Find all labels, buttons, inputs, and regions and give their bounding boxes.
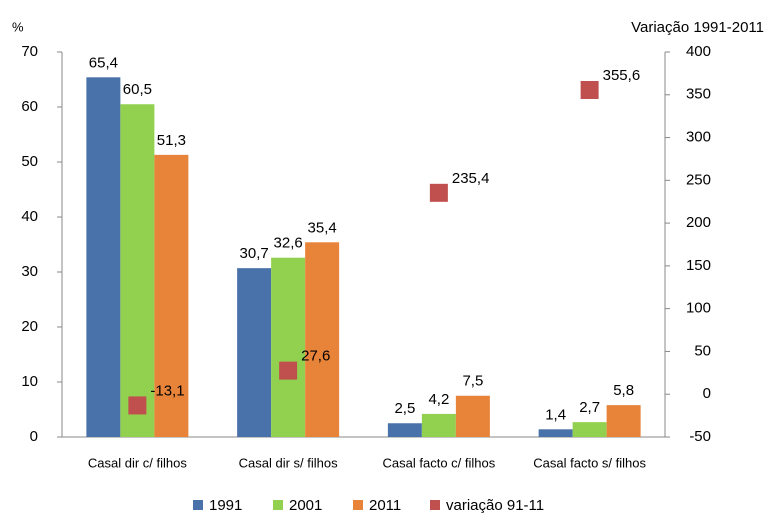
bar xyxy=(387,423,422,437)
legend-label: 2001 xyxy=(289,497,322,514)
y2-tick-label: 150 xyxy=(686,257,711,274)
scatter-value-label: 355,6 xyxy=(603,67,641,84)
y-tick-label: 60 xyxy=(21,98,38,115)
y2-tick-label: -50 xyxy=(689,428,711,445)
bar-value-label: 4,2 xyxy=(428,391,449,408)
bar xyxy=(237,268,272,437)
legend-swatch xyxy=(193,500,203,510)
y-tick-label: 70 xyxy=(21,43,38,60)
scatter-marker xyxy=(279,361,298,380)
bar-value-label: 51,3 xyxy=(157,132,186,149)
bar xyxy=(305,242,340,437)
bar-value-label: 32,6 xyxy=(274,235,303,252)
x-tick-label: Casal facto s/ filhos xyxy=(533,455,646,470)
y-tick-label: 50 xyxy=(21,153,38,170)
y-tick-label: 40 xyxy=(21,208,38,225)
bar xyxy=(421,413,456,437)
bar xyxy=(86,77,121,438)
legend-swatch xyxy=(273,500,283,510)
y2-axis-label: Variação 1991-2011 xyxy=(631,19,764,36)
bar-value-label: 2,7 xyxy=(579,399,600,416)
legend-label: 1991 xyxy=(209,497,242,514)
bar xyxy=(154,154,189,437)
bar-value-label: 2,5 xyxy=(394,400,415,417)
y2-tick-label: 200 xyxy=(686,214,711,231)
y2-tick-label: 350 xyxy=(686,86,711,103)
scatter-marker xyxy=(429,183,448,202)
scatter-value-label: 27,6 xyxy=(301,348,330,365)
legend-swatch xyxy=(353,500,363,510)
legend-label: 2011 xyxy=(369,497,401,514)
bar xyxy=(120,104,155,437)
y2-tick-label: 400 xyxy=(686,43,711,60)
y2-tick-label: 0 xyxy=(703,385,711,402)
x-tick-label: Casal dir c/ filhos xyxy=(88,455,187,470)
bar-value-label: 60,5 xyxy=(123,81,152,98)
y-axis-label: % xyxy=(12,19,24,34)
bar-value-label: 35,4 xyxy=(308,219,337,236)
x-tick-label: Casal facto c/ filhos xyxy=(383,455,496,470)
bar-value-label: 30,7 xyxy=(240,245,269,262)
bar xyxy=(606,405,641,437)
y-tick-label: 10 xyxy=(21,373,38,390)
legend-label: variação 91-11 xyxy=(446,497,544,514)
x-tick-label: Casal dir s/ filhos xyxy=(239,455,338,470)
y-tick-label: 0 xyxy=(30,428,38,445)
scatter-value-label: -13,1 xyxy=(150,382,184,399)
scatter-marker xyxy=(580,80,599,99)
y-tick-label: 20 xyxy=(21,318,38,335)
bar-value-label: 5,8 xyxy=(613,382,634,399)
y2-tick-label: 100 xyxy=(686,300,711,317)
bar xyxy=(572,422,607,437)
bar-value-label: 65,4 xyxy=(89,54,118,71)
scatter-value-label: 235,4 xyxy=(452,170,490,187)
y-tick-label: 30 xyxy=(21,263,38,280)
bar-value-label: 7,5 xyxy=(462,373,483,390)
bar xyxy=(271,257,306,437)
y2-tick-label: 50 xyxy=(694,342,711,359)
scatter-marker xyxy=(128,396,147,415)
bar xyxy=(538,429,573,437)
y2-tick-label: 250 xyxy=(686,171,711,188)
bar xyxy=(455,395,490,437)
bar-value-label: 1,4 xyxy=(545,406,566,423)
y2-tick-label: 300 xyxy=(686,129,711,146)
legend-swatch xyxy=(430,500,440,510)
